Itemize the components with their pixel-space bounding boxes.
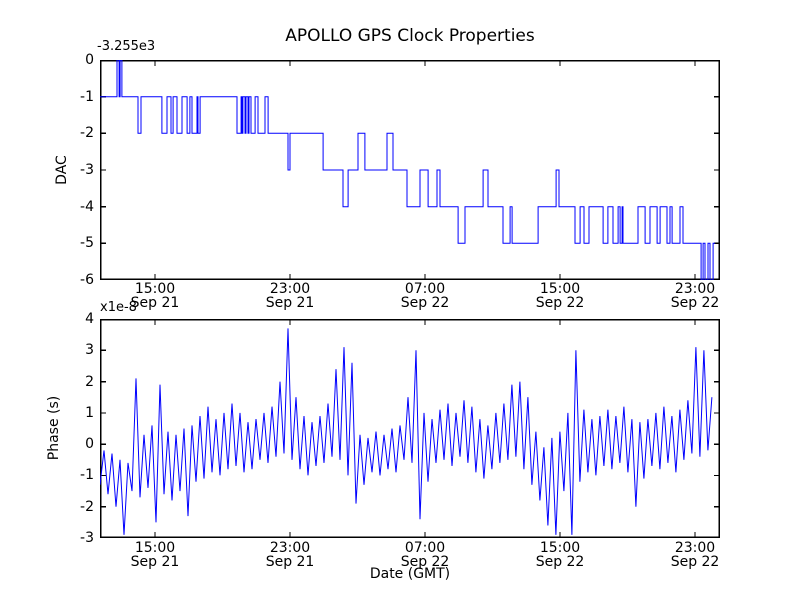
y-tick-label: -1	[80, 88, 94, 105]
y-tick-label: 4	[85, 311, 94, 327]
x-tick-date-label: Sep 21	[130, 554, 180, 570]
phase-axes-frame	[100, 319, 720, 538]
dac-axes-frame	[100, 60, 720, 280]
y-tick-label: 0	[85, 52, 94, 68]
phase-axis-offset-label: x1e-8	[100, 300, 137, 315]
x-tick-label: 07:00	[404, 540, 446, 556]
x-tick-date-label: Sep 21	[130, 295, 180, 311]
x-tick-label: 07:00	[404, 281, 446, 297]
x-tick-date-label: Sep 22	[400, 295, 450, 311]
phase-plot-area	[100, 319, 720, 538]
x-tick-label: 23:00	[674, 540, 716, 556]
dac-tick-marks	[101, 60, 719, 280]
y-tick-label: 3	[85, 342, 94, 359]
y-tick-label: 2	[85, 373, 94, 390]
dac-series-line	[100, 60, 716, 280]
y-tick-label: -4	[80, 198, 94, 215]
x-tick-label: 15:00	[539, 540, 581, 556]
date-xlabel: Date (GMT)	[369, 566, 451, 582]
y-tick-label: 0	[85, 436, 94, 453]
y-tick-label: -2	[80, 498, 94, 515]
x-tick-label: 15:00	[134, 540, 176, 556]
y-tick-label: -6	[80, 272, 94, 288]
y-tick-label: -3	[80, 162, 94, 178]
x-tick-date-label: Sep 22	[535, 554, 585, 570]
y-tick-label: -1	[80, 467, 94, 484]
y-tick-label: 1	[85, 404, 94, 421]
x-tick-date-label: Sep 22	[670, 554, 720, 570]
x-tick-date-label: Sep 22	[535, 295, 585, 311]
phase-series-line	[100, 328, 713, 535]
x-tick-label: 15:00	[134, 281, 176, 297]
x-tick-label: 23:00	[269, 281, 311, 297]
chart-title: APOLLO GPS Clock Properties	[285, 26, 535, 46]
x-tick-label: 23:00	[674, 281, 716, 297]
dac-axis-offset-label: -3.255e3	[97, 39, 156, 54]
x-tick-date-label: Sep 21	[265, 554, 315, 570]
x-tick-label: 15:00	[539, 281, 581, 297]
x-tick-date-label: Sep 21	[265, 295, 315, 311]
x-tick-date-label: Sep 22	[400, 554, 450, 570]
dac-plot-area	[100, 60, 720, 280]
phase-tick-marks	[101, 319, 719, 538]
x-tick-date-label: Sep 22	[670, 295, 720, 311]
x-tick-label: 23:00	[269, 540, 311, 556]
y-tick-label: -2	[80, 125, 94, 142]
y-tick-label: -3	[80, 530, 94, 546]
y-tick-label: -5	[80, 235, 94, 252]
